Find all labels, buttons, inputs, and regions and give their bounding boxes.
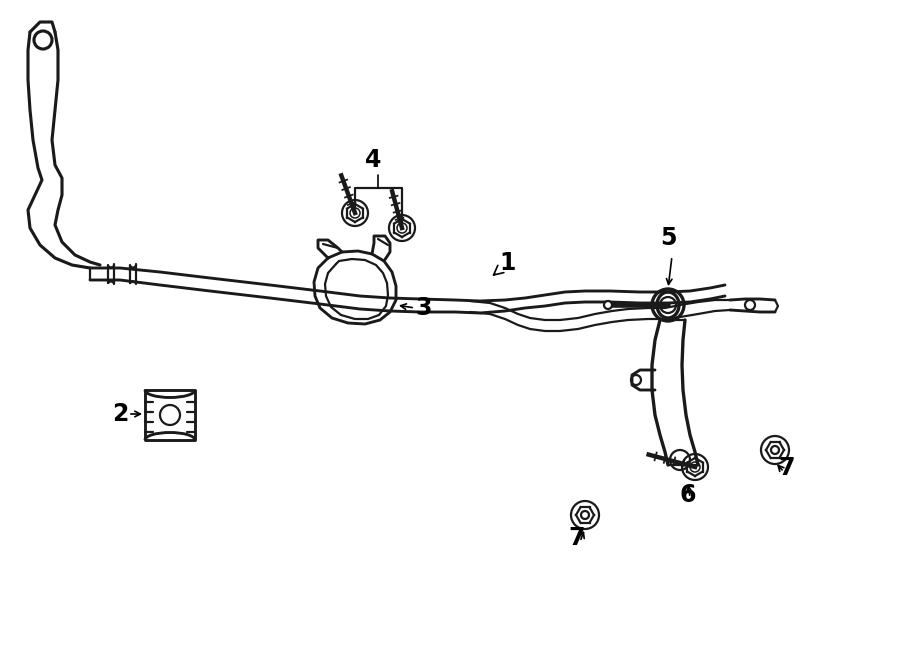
Text: 4: 4 (364, 148, 382, 172)
Text: 5: 5 (660, 226, 676, 250)
Text: 1: 1 (493, 251, 517, 275)
Circle shape (604, 301, 612, 309)
Text: 6: 6 (680, 483, 697, 507)
Text: 2: 2 (112, 402, 129, 426)
Text: 7: 7 (778, 456, 796, 480)
Text: 3: 3 (415, 296, 431, 320)
Text: 7: 7 (569, 526, 585, 550)
